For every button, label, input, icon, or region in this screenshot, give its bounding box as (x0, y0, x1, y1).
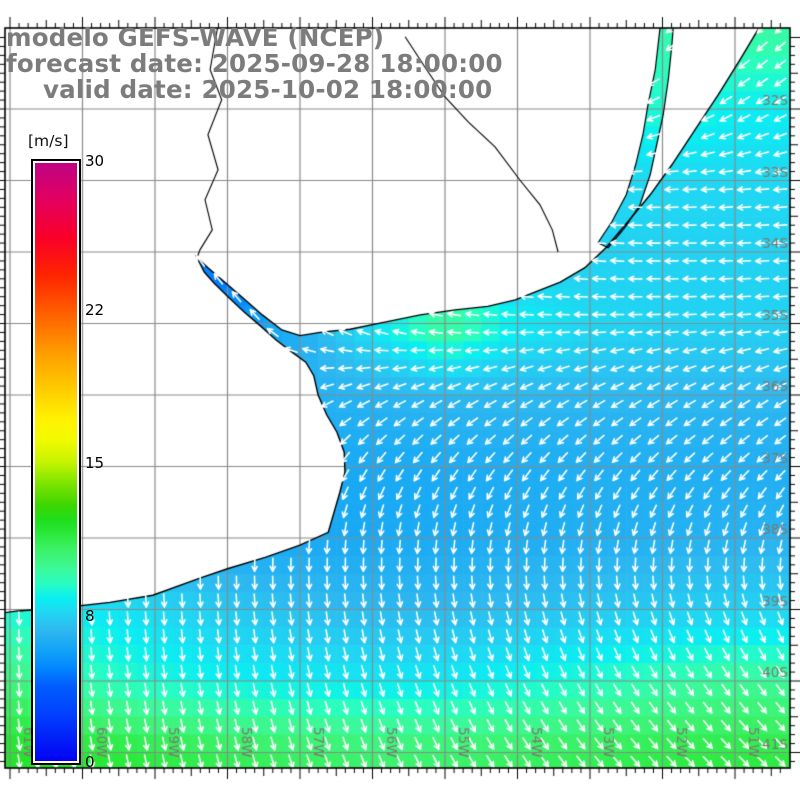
colorbar-tick-30: 30 (85, 152, 105, 170)
colorbar-gradient (35, 163, 77, 761)
colorbar (31, 159, 81, 765)
colorbar-tick-22: 22 (85, 301, 105, 319)
colorbar-tick-15: 15 (85, 454, 105, 472)
colorbar-unit-label: [m/s] (28, 132, 69, 150)
colorbar-tick-0: 0 (85, 753, 95, 771)
colorbar-tick-8: 8 (85, 607, 95, 625)
